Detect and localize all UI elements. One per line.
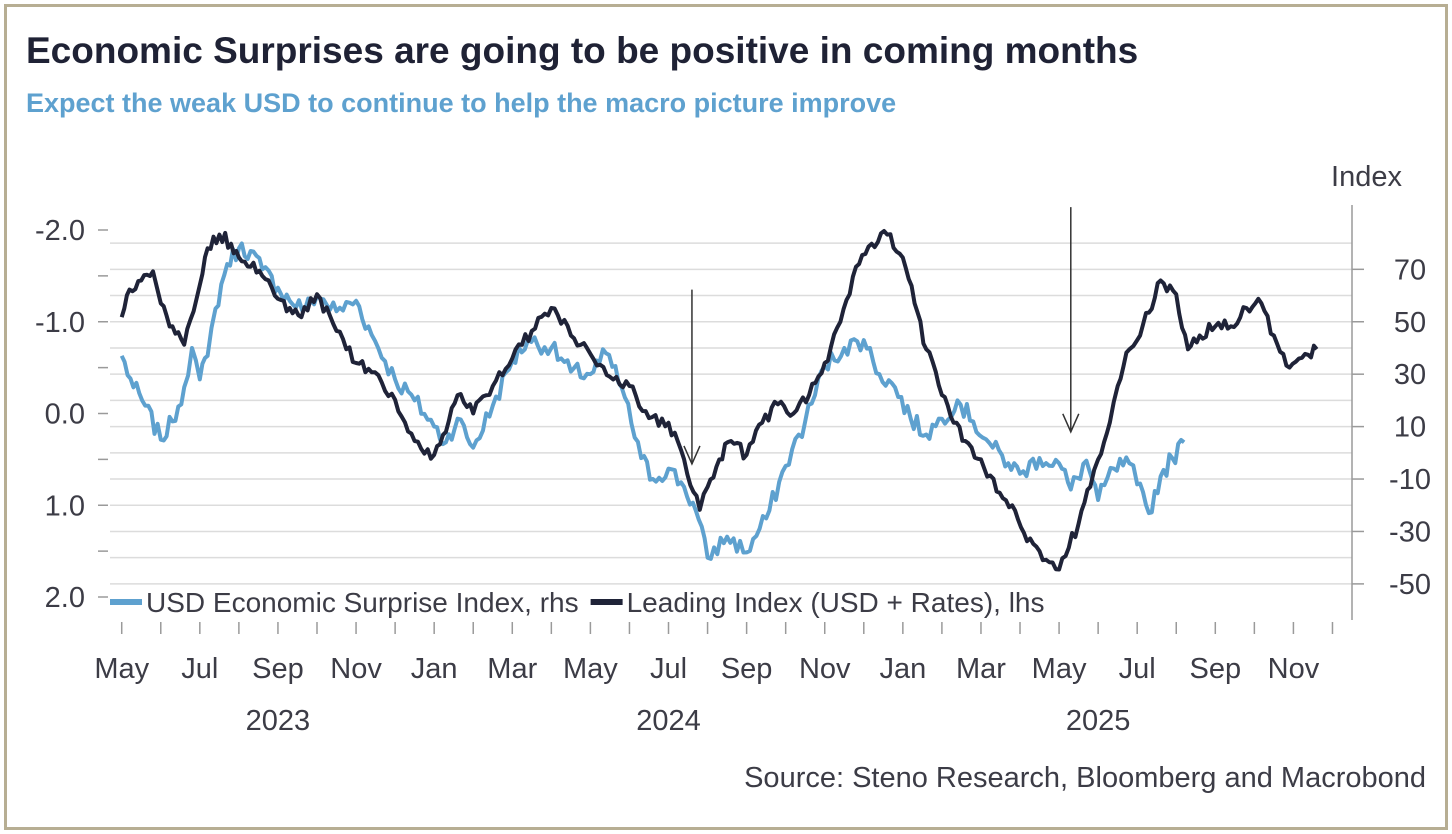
series-line-leading-index — [119, 229, 1319, 572]
x-axis-year-label: 2025 — [1066, 705, 1131, 737]
x-axis-tick-label: Jul — [181, 653, 218, 685]
chart-subtitle: Expect the weak USD to continue to help … — [26, 88, 897, 118]
x-axis-tick-label: Nov — [330, 653, 382, 685]
right-axis-tick-label: -30 — [1389, 516, 1431, 548]
x-axis-tick-label: Mar — [956, 653, 1006, 685]
left-axis-tick-label: -2.0 — [35, 215, 85, 247]
legend-label-leading: Leading Index (USD + Rates), lhs — [627, 587, 1045, 618]
right-axis-tick-label: 70 — [1394, 254, 1426, 286]
x-axis-tick-label: May — [563, 653, 618, 685]
x-axis-tick-label: May — [94, 653, 149, 685]
x-axis-tick-label: Mar — [487, 653, 537, 685]
right-axis-tick-label: 50 — [1394, 307, 1426, 339]
annotations — [683, 207, 1080, 466]
annotation-arrow-head — [683, 445, 701, 466]
x-axis-tick-label: Sep — [721, 653, 773, 685]
source-note: Source: Steno Research, Bloomberg and Ma… — [744, 762, 1426, 794]
x-axis-tick-label: Jan — [411, 653, 458, 685]
legend: USD Economic Surprise Index, rhs Leading… — [110, 587, 1045, 618]
left-axis-tick-label: -1.0 — [35, 307, 85, 339]
x-axis-tick-label: Nov — [799, 653, 851, 685]
series-line-usd-economic-surprise — [119, 241, 1186, 561]
right-axis-tick-label: -10 — [1389, 464, 1431, 496]
x-axis-tick-label: Sep — [252, 653, 304, 685]
right-axis-tick-label: 30 — [1394, 359, 1426, 391]
right-axis-tick-label: 10 — [1394, 412, 1426, 444]
x-axis-tick-label: Jul — [1119, 653, 1156, 685]
x-axis-tick-label: Jul — [650, 653, 687, 685]
x-axis-year-label: 2024 — [636, 705, 701, 737]
chart-title: Economic Surprises are going to be posit… — [26, 30, 1139, 71]
legend-label-surprise: USD Economic Surprise Index, rhs — [146, 587, 579, 618]
axes: -2.0 -1.0 0.0 1.0 2.0 70 50 30 10 -10 -30 -50 May Jul… — [35, 205, 1431, 737]
right-axis-unit-label: Index — [1331, 161, 1402, 193]
left-axis-tick-label: 1.0 — [45, 490, 85, 522]
annotation-arrow-head — [1062, 413, 1080, 434]
left-axis-tick-label: 0.0 — [45, 399, 85, 431]
x-axis-tick-label: Jan — [879, 653, 926, 685]
right-axis-tick-label: -50 — [1389, 569, 1431, 601]
x-axis-tick-label: May — [1032, 653, 1087, 685]
grid-lines — [110, 242, 1352, 585]
chart-frame — [4, 4, 1448, 830]
x-axis-tick-label: Sep — [1189, 653, 1241, 685]
left-axis-tick-label: 2.0 — [45, 582, 85, 614]
x-axis-tick-label: Nov — [1268, 653, 1320, 685]
x-axis-year-label: 2023 — [246, 705, 311, 737]
series-lines — [119, 229, 1319, 572]
